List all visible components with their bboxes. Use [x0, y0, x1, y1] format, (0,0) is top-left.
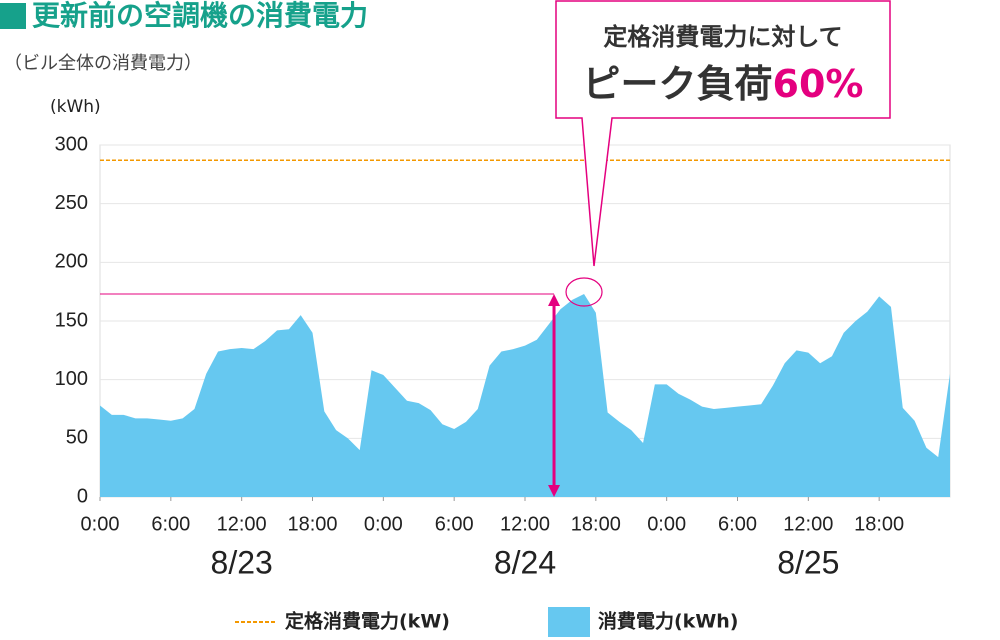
x-tick-label: 18:00 — [854, 513, 904, 535]
x-tick-label: 6:00 — [718, 513, 757, 535]
x-tick-label: 12:00 — [500, 513, 550, 535]
x-tick-label: 12:00 — [217, 513, 267, 535]
y-tick-label: 150 — [55, 309, 88, 331]
title-marker — [0, 3, 26, 29]
day-label: 8/25 — [777, 544, 839, 580]
day-label: 8/23 — [211, 544, 273, 580]
callout-line1: 定格消費電力に対して — [603, 23, 842, 51]
arrow-head — [548, 294, 561, 307]
legend-area-label: 消費電力(kWh) — [598, 610, 739, 633]
peak-circle — [565, 277, 603, 307]
y-tick-label: 200 — [55, 251, 88, 273]
day-label: 8/24 — [494, 544, 556, 580]
chart-title: 更新前の空調機の消費電力 — [32, 0, 368, 32]
callout: 定格消費電力に対して ピーク負荷60% — [555, 0, 891, 267]
x-tick-label: 12:00 — [783, 513, 833, 535]
x-tick-label: 0:00 — [647, 513, 686, 535]
y-tick-label: 100 — [55, 368, 88, 390]
y-tick-label: 300 — [55, 133, 88, 155]
area — [100, 294, 950, 497]
plot: 0 50 100 150 200 250 300 0:00 6:00 12:00 18:00 0:00… — [55, 133, 951, 580]
callout-percent: 60% — [773, 62, 864, 106]
x-tick-label: 6:00 — [151, 513, 190, 535]
legend-ref-label: 定格消費電力(kW) — [285, 610, 450, 633]
y-axis-label: (kWh) — [50, 97, 101, 117]
x-tick-label: 0:00 — [81, 513, 120, 535]
callout-box — [555, 0, 891, 267]
legend-area-swatch — [548, 607, 590, 637]
y-tick-label: 50 — [66, 427, 88, 449]
callout-peak: ピーク負荷 — [583, 62, 773, 106]
y-tick-label: 250 — [55, 192, 88, 214]
arrow-head — [548, 485, 561, 497]
y-tick-label: 0 — [77, 485, 88, 507]
x-tick-label: 18:00 — [287, 513, 337, 535]
x-tick-label: 0:00 — [364, 513, 403, 535]
x-tick-label: 18:00 — [571, 513, 621, 535]
subtitle: （ビル全体の消費電力） — [4, 53, 202, 74]
x-tick-label: 6:00 — [435, 513, 474, 535]
callout-line2: ピーク負荷60% — [583, 62, 864, 106]
